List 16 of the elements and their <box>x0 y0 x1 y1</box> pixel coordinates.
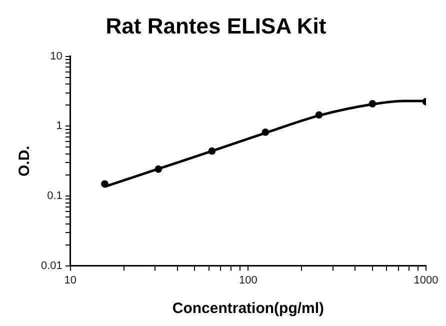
point <box>101 180 108 188</box>
y-tick-label: 1 <box>56 120 62 132</box>
x-tick-label: 10 <box>64 274 77 286</box>
point <box>315 111 323 119</box>
x-axis-title: Concentration(pg/ml) <box>172 300 324 318</box>
point <box>368 100 376 108</box>
x-tick-label: 100 <box>239 274 258 286</box>
point <box>154 165 162 173</box>
y-tick-label: 0.01 <box>40 260 62 272</box>
chart-title: Rat Rantes ELISA Kit <box>106 13 327 38</box>
y-tick-label: 10 <box>50 50 62 62</box>
point <box>262 128 270 136</box>
y-axis-title: O.D. <box>16 146 34 177</box>
x-tick-label: 1000 <box>414 274 438 286</box>
point <box>208 147 216 155</box>
y-tick-label: 0.1 <box>47 190 62 202</box>
